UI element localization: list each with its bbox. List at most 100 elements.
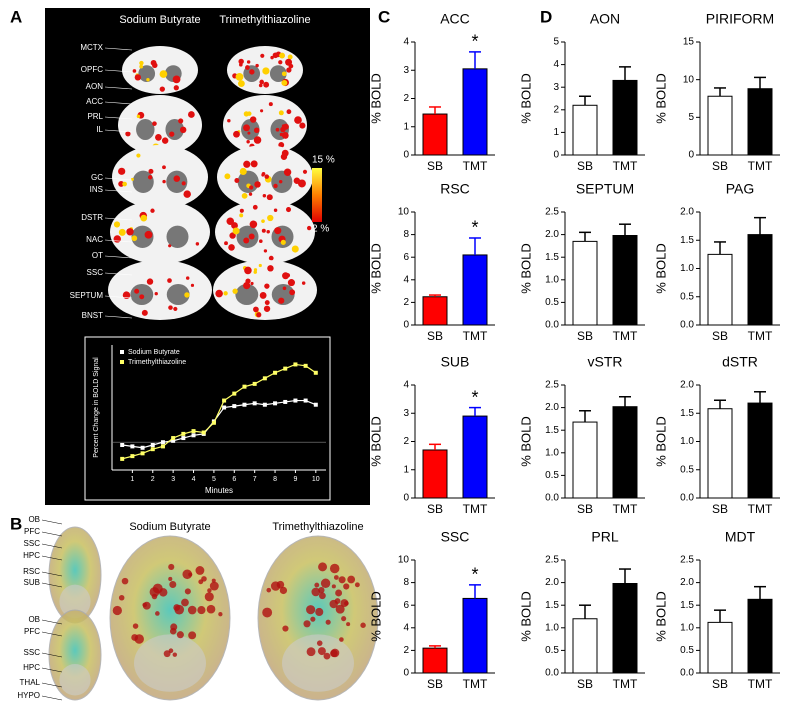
y-axis-label: % BOLD <box>368 416 383 467</box>
bar <box>572 240 598 326</box>
column-header: Sodium Butyrate <box>119 14 200 26</box>
activation-spot <box>201 576 207 582</box>
activation-spot <box>270 55 274 60</box>
activation-spot <box>316 640 323 646</box>
activation-spot <box>347 575 356 584</box>
activation-spot <box>126 228 134 236</box>
region-label: SSC <box>87 268 104 277</box>
region-pointer <box>104 255 133 259</box>
activation-spot <box>264 283 270 289</box>
x-tick-label: TMT <box>613 677 638 691</box>
brain-slice <box>223 95 307 155</box>
activation-spot <box>134 288 140 294</box>
activation-spot <box>207 588 212 593</box>
color-bar-label: 15 % <box>312 155 335 166</box>
series-marker <box>181 436 186 441</box>
brain-structure <box>235 284 259 305</box>
x-tick-label: TMT <box>748 329 773 343</box>
region-label: PRL <box>87 112 103 121</box>
y-tick-label: 2 <box>403 297 409 308</box>
activation-spot <box>195 566 205 575</box>
y-tick-label: 2.5 <box>545 207 559 218</box>
y-tick-label: 0 <box>553 150 559 161</box>
y-axis-label: % BOLD <box>368 591 383 642</box>
activation-spot <box>148 168 154 174</box>
activation-spot <box>144 230 153 239</box>
bar <box>707 253 733 326</box>
region-label: PFC <box>24 627 40 636</box>
activation-spot <box>278 110 284 116</box>
activation-spot <box>170 623 178 631</box>
brain-render-shadow <box>59 664 91 696</box>
y-axis-label: % BOLD <box>518 416 533 467</box>
x-tick-label: TMT <box>463 159 488 173</box>
chart-title: ACC <box>440 11 470 27</box>
y-axis-label: Percent Change in BOLD Signal <box>93 357 100 458</box>
activation-spot <box>234 178 240 183</box>
y-tick-label: 6 <box>403 252 409 263</box>
panel-label: C <box>378 7 390 26</box>
activation-spot <box>215 289 223 298</box>
x-tick-label: 8 <box>273 476 277 483</box>
series-marker <box>191 429 196 434</box>
activation-spot <box>173 306 178 311</box>
activation-spot <box>241 192 248 199</box>
activation-spot <box>253 136 262 144</box>
series-marker <box>303 363 308 368</box>
activation-spot <box>340 599 349 608</box>
x-tick-label: SB <box>427 502 443 516</box>
activation-spot <box>155 611 160 616</box>
region-pointer <box>104 189 133 193</box>
activation-spot <box>168 244 172 248</box>
activation-spot <box>184 588 191 595</box>
activation-spot <box>252 204 258 210</box>
series-marker <box>171 436 176 441</box>
activation-spot <box>259 239 263 244</box>
activation-spot <box>118 167 126 175</box>
activation-spot <box>112 605 122 616</box>
y-tick-label: 0 <box>403 668 409 679</box>
activation-spot <box>258 83 263 88</box>
activation-spot <box>303 620 311 628</box>
x-tick-label: SB <box>577 159 593 173</box>
y-tick-label: 4 <box>403 380 409 391</box>
region-pointer <box>104 47 133 51</box>
y-tick-label: 10 <box>398 207 410 218</box>
series-marker <box>303 398 308 403</box>
panel-label: B <box>10 514 22 533</box>
y-axis-label: % BOLD <box>653 73 668 124</box>
region-label: IL <box>96 125 103 134</box>
activation-spot <box>338 576 346 584</box>
x-tick-label: TMT <box>748 502 773 516</box>
bar <box>422 449 448 499</box>
activation-spot <box>334 598 341 604</box>
activation-spot <box>306 225 312 231</box>
region-pointer <box>104 177 133 181</box>
y-tick-label: 6 <box>403 600 409 611</box>
x-tick-label: SB <box>712 159 728 173</box>
y-tick-label: 1.5 <box>680 235 694 246</box>
y-tick-label: 1.0 <box>680 263 694 274</box>
x-tick-label: 9 <box>293 476 297 483</box>
y-tick-label: 1.0 <box>545 622 559 633</box>
y-tick-label: 3 <box>403 408 409 419</box>
bar <box>462 68 488 156</box>
activation-spot <box>291 245 299 253</box>
activation-spot <box>266 587 272 593</box>
activation-spot <box>188 631 197 640</box>
series-marker <box>313 402 318 407</box>
y-tick-label: 2.0 <box>545 402 559 413</box>
activation-spot <box>159 70 168 78</box>
series-marker <box>273 401 278 406</box>
activation-spot <box>258 263 262 268</box>
activation-spot <box>320 578 331 589</box>
activation-spot <box>218 612 223 617</box>
activation-spot <box>113 235 121 243</box>
activation-spot <box>142 601 151 610</box>
significance-marker: * <box>471 387 478 407</box>
activation-spot <box>281 71 287 77</box>
activation-spot <box>229 232 236 239</box>
brain-render-shadow <box>282 634 354 692</box>
activation-spot <box>159 86 165 92</box>
